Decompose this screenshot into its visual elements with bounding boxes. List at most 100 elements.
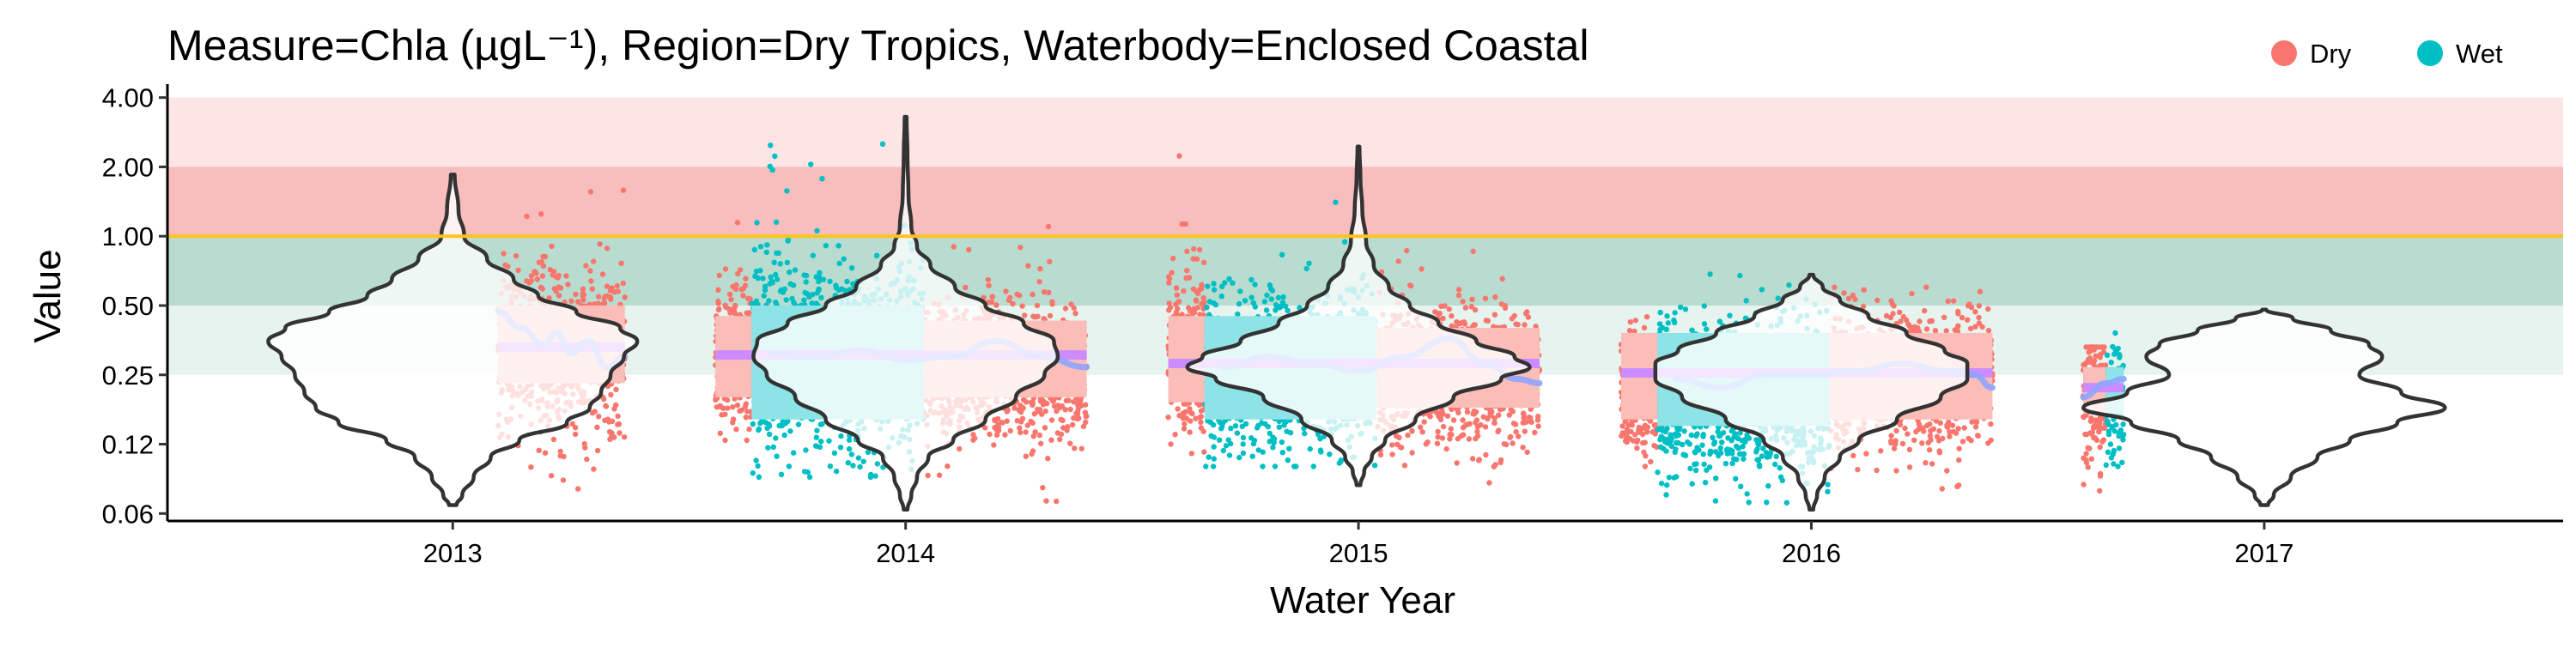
- data-point: [773, 435, 779, 441]
- data-point: [1469, 456, 1476, 462]
- data-point: [555, 275, 561, 281]
- data-point: [1169, 269, 1175, 276]
- data-point: [819, 421, 825, 427]
- data-point: [1045, 456, 1051, 462]
- data-point: [557, 453, 563, 459]
- data-point: [957, 445, 963, 452]
- data-point: [1284, 428, 1290, 434]
- data-point: [572, 431, 579, 438]
- data-point: [604, 283, 611, 289]
- data-point: [1036, 407, 1043, 413]
- data-point: [844, 278, 850, 285]
- data-point: [732, 286, 739, 293]
- data-point: [1468, 304, 1475, 310]
- data-point: [845, 460, 851, 466]
- data-point: [1058, 416, 1064, 422]
- data-point: [1513, 428, 1519, 435]
- data-point: [1492, 420, 1498, 426]
- data-point: [565, 282, 571, 288]
- data-point: [1240, 434, 1247, 441]
- data-point: [951, 244, 957, 250]
- data-point: [1464, 409, 1471, 415]
- data-point: [765, 445, 771, 451]
- data-point: [1450, 417, 1457, 423]
- data-point: [1533, 324, 1539, 330]
- data-point: [873, 252, 880, 258]
- data-point: [766, 423, 773, 429]
- data-point: [589, 286, 595, 292]
- data-point: [1395, 258, 1401, 264]
- data-point: [1393, 433, 1400, 439]
- data-point: [730, 416, 737, 422]
- data-point: [1510, 409, 1516, 415]
- data-point: [715, 300, 721, 306]
- data-point: [808, 161, 814, 167]
- data-point: [594, 424, 600, 430]
- data-point: [1460, 432, 1467, 438]
- data-point: [1466, 436, 1473, 442]
- data-point: [550, 269, 557, 275]
- data-point: [780, 418, 786, 425]
- data-point: [762, 287, 769, 294]
- data-point: [615, 413, 621, 420]
- data-point: [1058, 431, 1065, 438]
- data-point: [836, 260, 842, 267]
- data-point: [715, 306, 722, 312]
- data-point: [839, 286, 845, 292]
- data-point: [588, 278, 594, 284]
- data-point: [1455, 287, 1462, 293]
- data-point: [1409, 450, 1415, 456]
- data-point: [770, 444, 776, 451]
- data-point: [1455, 292, 1462, 299]
- data-point: [1443, 445, 1449, 452]
- data-point: [557, 448, 563, 455]
- data-point: [992, 425, 998, 431]
- data-point: [587, 268, 593, 274]
- data-point: [833, 285, 840, 291]
- data-point: [1509, 316, 1516, 322]
- data-point: [502, 262, 508, 269]
- data-point: [987, 431, 993, 438]
- data-point: [1528, 419, 1534, 425]
- data-point: [1249, 294, 1255, 300]
- data-point: [817, 269, 823, 276]
- data-point: [515, 267, 521, 274]
- data-point: [1068, 301, 1074, 307]
- data-point: [1187, 406, 1193, 412]
- data-point: [1028, 399, 1035, 405]
- data-point: [831, 450, 838, 457]
- data-point: [963, 284, 969, 291]
- data-point: [1188, 308, 1194, 314]
- data-point: [1307, 445, 1313, 452]
- data-point: [614, 282, 620, 289]
- data-point: [1010, 300, 1016, 307]
- data-point: [725, 405, 731, 411]
- data-point: [785, 418, 791, 424]
- data-point: [1200, 295, 1206, 301]
- data-point: [1225, 437, 1231, 443]
- data-point: [1212, 301, 1219, 308]
- data-point: [1166, 300, 1172, 306]
- data-point: [1442, 303, 1448, 309]
- data-point: [1078, 445, 1085, 451]
- data-point: [1211, 287, 1218, 293]
- data-point: [763, 249, 769, 256]
- data-point: [600, 301, 606, 307]
- data-point: [792, 267, 799, 273]
- data-point: [1018, 403, 1024, 409]
- data-point: [1279, 450, 1286, 456]
- data-point: [764, 242, 770, 248]
- data-point: [1260, 449, 1267, 455]
- data-point: [761, 293, 767, 299]
- data-point: [546, 295, 552, 301]
- data-point: [1333, 199, 1339, 205]
- data-point: [781, 286, 787, 292]
- data-point: [846, 445, 853, 452]
- data-point: [756, 474, 762, 480]
- data-point: [802, 289, 808, 296]
- data-point: [1181, 288, 1187, 294]
- data-point: [777, 288, 784, 294]
- data-point: [827, 463, 834, 469]
